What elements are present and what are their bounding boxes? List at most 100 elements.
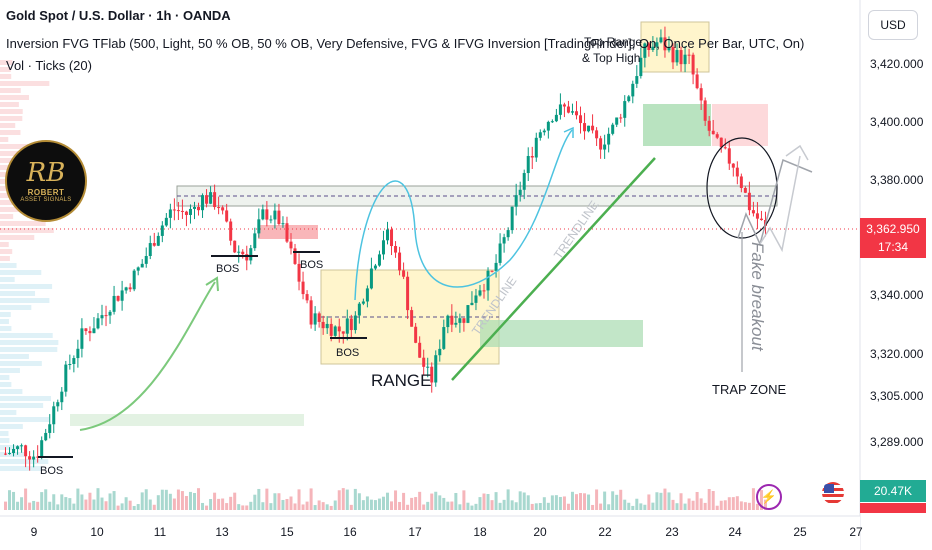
green-arrowhead (205, 276, 219, 292)
volume-bar (691, 500, 695, 510)
candle-body (92, 328, 96, 334)
candle-body (755, 213, 759, 219)
candle-body (192, 206, 196, 209)
candle-body (739, 176, 743, 188)
candle-body (116, 295, 120, 301)
volume-bar (566, 503, 570, 510)
volume-bar (635, 498, 639, 510)
volume-bar (249, 501, 253, 510)
volume-bar (20, 497, 24, 510)
candle-body (289, 241, 293, 249)
volume-bar (446, 501, 450, 510)
candle-body (703, 100, 707, 121)
candle-body (574, 111, 578, 116)
candle-body (273, 210, 277, 220)
candle-body (414, 326, 418, 343)
volume-bar (172, 498, 176, 510)
volume-bar (550, 495, 554, 510)
candle-body (309, 300, 313, 325)
demand-zone-1 (70, 414, 304, 426)
candle-body (386, 229, 389, 241)
y-tick-label: 3,400.000 (870, 115, 924, 129)
us-flag-icon[interactable] (822, 482, 844, 504)
candle-body (687, 54, 691, 56)
volume-bar (430, 493, 434, 510)
candle-body (377, 254, 381, 266)
volume-bar (381, 496, 385, 510)
candle-body (679, 50, 683, 65)
volume-bar (92, 499, 96, 510)
candle-body (498, 243, 502, 263)
candle-body (72, 358, 76, 365)
volume-profile-bar (0, 116, 23, 121)
volume-profile-bar (0, 438, 10, 443)
candles (4, 26, 767, 471)
volume-bar (365, 496, 369, 510)
volume-bar (221, 498, 225, 510)
volume-bar (659, 492, 663, 510)
candle-body (285, 223, 289, 242)
symbol-title[interactable]: Gold Spot / U.S. Dollar · 1h · OANDA (6, 8, 231, 23)
candle-body (735, 167, 739, 177)
volume-bar (562, 496, 566, 510)
volume-bar (615, 494, 619, 510)
currency-selector[interactable]: USD (868, 10, 918, 40)
candle-body (583, 123, 587, 132)
candle-body (562, 104, 566, 107)
candle-body (317, 313, 321, 322)
candle-body (217, 207, 221, 209)
volume-bar (570, 491, 574, 510)
candle-body (731, 163, 735, 168)
candle-body (426, 366, 430, 368)
bos-label-4: BOS (336, 347, 359, 359)
volume-bar (116, 505, 120, 510)
volume-bar (184, 496, 188, 510)
candle-body (474, 295, 478, 303)
indicator-line[interactable]: Inversion FVG TFlab (500, Light, 50 % OB… (6, 36, 805, 51)
candle-body (245, 254, 249, 261)
volume-profile-bar (0, 305, 32, 310)
volume-bar (655, 492, 659, 510)
volume-bar (192, 493, 196, 510)
volume-bar (751, 488, 755, 510)
candle-body (237, 251, 241, 253)
candle-body (124, 287, 128, 291)
volume-bar (675, 503, 679, 510)
volume-bar (554, 495, 558, 510)
volume-bar (72, 503, 76, 510)
volume-profile-bar (0, 368, 20, 373)
volume-bar (490, 500, 494, 510)
candle-body (20, 445, 24, 447)
volume-bar (743, 502, 747, 510)
volume-bar (160, 489, 164, 510)
candle-body (438, 348, 442, 356)
volume-bar (482, 493, 486, 510)
volume-profile-bar (0, 221, 46, 226)
volume-bar (188, 491, 192, 510)
volume-profile-bar (0, 228, 54, 233)
volume-bar (24, 488, 28, 510)
candle-body (514, 195, 518, 207)
volume-bar (16, 501, 20, 510)
volume-bar (643, 504, 647, 510)
volume-profile-bar (0, 193, 11, 198)
candle-body (699, 88, 703, 101)
volume-profile-bar (0, 445, 22, 450)
candle-body (683, 54, 687, 65)
volume-bar (434, 491, 438, 510)
volume-profile-bar (0, 298, 50, 303)
volume-bar (426, 501, 430, 510)
candle-body (52, 406, 56, 425)
volume-bar (261, 502, 265, 510)
candle-body (24, 445, 28, 457)
volume-profile-bar (0, 340, 59, 345)
bos-label-1: BOS (40, 465, 63, 477)
volume-bar (353, 488, 357, 510)
lightning-icon[interactable]: ⚡ (756, 484, 782, 510)
volume-bar (506, 489, 510, 510)
volume-bar (619, 489, 623, 510)
volume-indicator-line[interactable]: Vol · Ticks (20) (6, 58, 92, 73)
volume-profile-bar (0, 459, 49, 464)
blue-arrowhead (563, 126, 574, 138)
